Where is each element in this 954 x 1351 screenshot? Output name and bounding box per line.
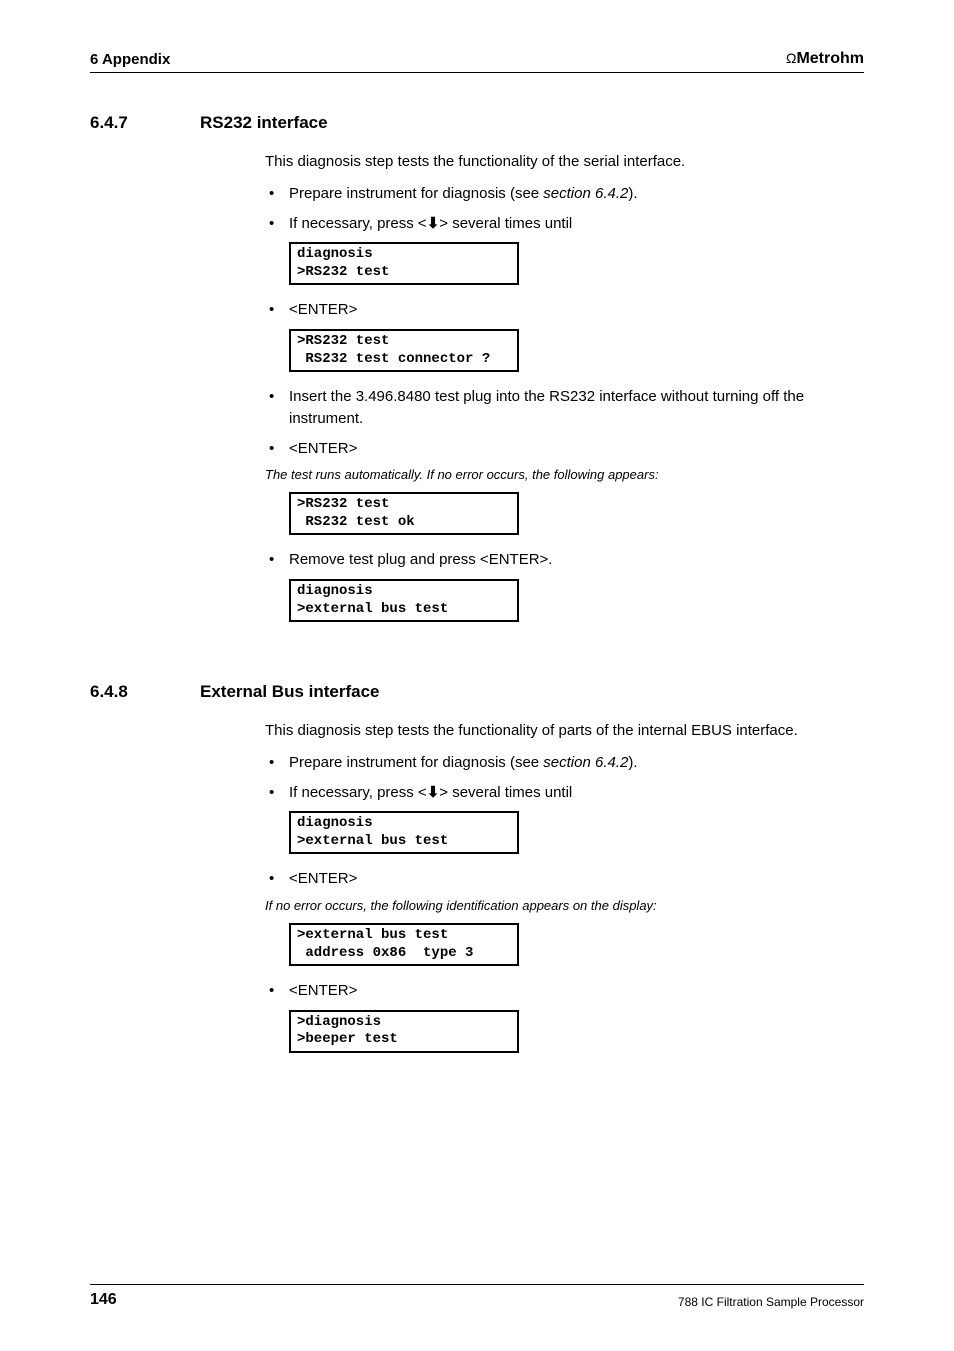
section-heading-row: 6.4.7 RS232 interface: [90, 113, 864, 133]
arrow-down-icon: ⬇: [427, 784, 440, 801]
lcd-display: >diagnosis >beeper test: [289, 1010, 519, 1053]
arrow-down-icon: ⬇: [427, 215, 440, 232]
bullet-list: Remove test plug and press <ENTER>.: [265, 549, 864, 571]
intro-para: This diagnosis step tests the functional…: [265, 151, 864, 173]
list-item: Remove test plug and press <ENTER>.: [265, 549, 864, 571]
brand-text: Metrohm: [796, 50, 864, 67]
footer-doc-title: 788 IC Filtration Sample Processor: [678, 1295, 864, 1309]
page-header: 6 Appendix ΩMetrohm: [90, 50, 864, 73]
section-heading-row: 6.4.8 External Bus interface: [90, 682, 864, 702]
page-footer: 146 788 IC Filtration Sample Processor: [90, 1284, 864, 1309]
intro-para: This diagnosis step tests the functional…: [265, 720, 864, 742]
lcd-display: diagnosis >RS232 test: [289, 242, 519, 285]
section-body: This diagnosis step tests the functional…: [265, 151, 864, 622]
list-item: Insert the 3.496.8480 test plug into the…: [265, 386, 864, 430]
section-number: 6.4.8: [90, 682, 200, 702]
section-rs232: 6.4.7 RS232 interface This diagnosis ste…: [90, 113, 864, 622]
section-title: RS232 interface: [200, 113, 328, 133]
list-item: Prepare instrument for diagnosis (see se…: [265, 183, 864, 205]
list-item: Prepare instrument for diagnosis (see se…: [265, 752, 864, 774]
list-item: <ENTER>: [265, 868, 864, 890]
italic-note: The test runs automatically. If no error…: [265, 467, 864, 482]
bullet-list: <ENTER>: [265, 980, 864, 1002]
bullet-list: <ENTER>: [265, 299, 864, 321]
list-item: <ENTER>: [265, 980, 864, 1002]
page-number: 146: [90, 1291, 117, 1309]
brand-logo: ΩMetrohm: [786, 50, 864, 68]
italic-note: If no error occurs, the following identi…: [265, 898, 864, 913]
chapter-title: 6 Appendix: [90, 51, 170, 68]
bullet-list: Prepare instrument for diagnosis (see se…: [265, 183, 864, 235]
section-number: 6.4.7: [90, 113, 200, 133]
list-item: <ENTER>: [265, 438, 864, 460]
list-item: If necessary, press <⬇> several times un…: [265, 213, 864, 235]
section-title: External Bus interface: [200, 682, 380, 702]
bullet-list: <ENTER>: [265, 868, 864, 890]
bullet-list: Prepare instrument for diagnosis (see se…: [265, 752, 864, 804]
lcd-display: diagnosis >external bus test: [289, 579, 519, 622]
lcd-display: diagnosis >external bus test: [289, 811, 519, 854]
list-item: <ENTER>: [265, 299, 864, 321]
section-body: This diagnosis step tests the functional…: [265, 720, 864, 1053]
section-external-bus: 6.4.8 External Bus interface This diagno…: [90, 682, 864, 1053]
bullet-list: Insert the 3.496.8480 test plug into the…: [265, 386, 864, 459]
brand-icon: Ω: [786, 50, 796, 66]
lcd-display: >external bus test address 0x86 type 3: [289, 923, 519, 966]
lcd-display: >RS232 test RS232 test connector ?: [289, 329, 519, 372]
lcd-display: >RS232 test RS232 test ok: [289, 492, 519, 535]
list-item: If necessary, press <⬇> several times un…: [265, 782, 864, 804]
